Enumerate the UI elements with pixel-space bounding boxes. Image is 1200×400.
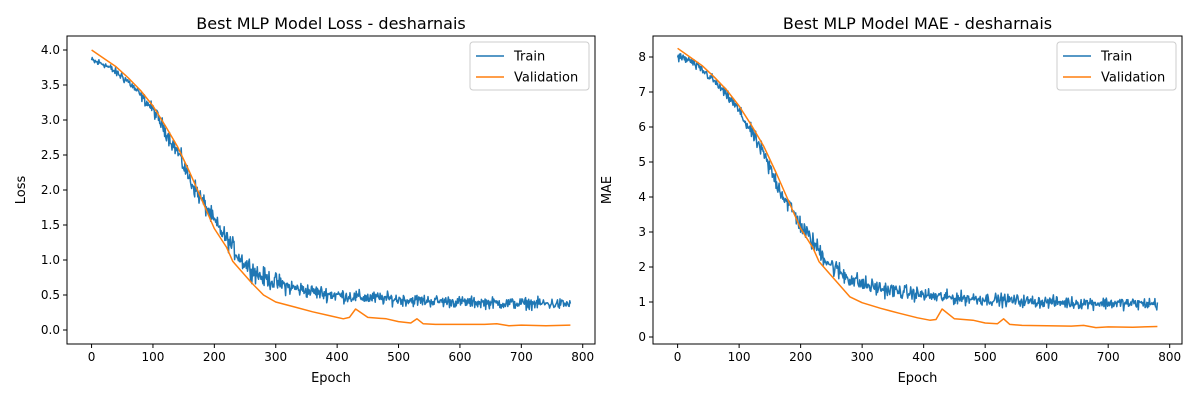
- x-tick-label: 300: [851, 350, 874, 364]
- y-axis-label: MAE: [600, 176, 615, 204]
- y-tick-label: 2.5: [41, 148, 60, 162]
- axes-frame: [652, 35, 1183, 345]
- plot-area: [90, 49, 572, 327]
- series-line-train: [90, 56, 572, 312]
- x-tick-label: 100: [728, 350, 751, 364]
- x-tick-label: 200: [789, 350, 812, 364]
- plot-area: [676, 47, 1159, 329]
- y-tick-label: 0.5: [41, 288, 60, 302]
- x-tick-label: 800: [571, 350, 594, 364]
- x-tick-label: 0: [674, 350, 682, 364]
- x-tick-label: 700: [510, 350, 533, 364]
- loss-chart-panel: Best MLP Model Loss - desharnais 0 100 200 3…: [14, 14, 596, 386]
- legend-label-train: Train: [513, 50, 545, 65]
- y-tick-label: 3.5: [41, 78, 60, 92]
- legend-box: [1056, 41, 1177, 91]
- x-tick-label: 400: [912, 350, 935, 364]
- x-axis-label: Epoch: [311, 371, 351, 386]
- legend-label-validation: Validation: [514, 71, 578, 86]
- y-tick-label: 2.0: [41, 183, 60, 197]
- legend-label-validation: Validation: [1101, 71, 1165, 86]
- y-tick-label: 3: [638, 225, 646, 239]
- y-tick-label: 7: [638, 85, 646, 99]
- x-axis-label: Epoch: [898, 371, 938, 386]
- y-tick-label: 3.0: [41, 113, 60, 127]
- x-tick-label: 200: [203, 350, 226, 364]
- legend-label-train: Train: [1100, 50, 1132, 65]
- y-tick-label: 0: [638, 330, 646, 344]
- x-tick-label: 600: [448, 350, 471, 364]
- y-axis-label: Loss: [14, 176, 29, 205]
- x-tick-label: 600: [1035, 350, 1058, 364]
- series-line-validation: [91, 49, 571, 327]
- x-tick-label: 100: [142, 350, 165, 364]
- y-tick-label: 0.0: [41, 323, 60, 337]
- y-tick-label: 1.5: [41, 218, 60, 232]
- legend-box: [469, 41, 590, 91]
- y-tick-label: 8: [638, 50, 646, 64]
- y-tick-label: 1.0: [41, 253, 60, 267]
- y-tick-label: 2: [638, 260, 646, 274]
- legend: Train Validation: [1056, 41, 1177, 91]
- series-line-train: [676, 53, 1159, 312]
- y-tick-label: 5: [638, 155, 646, 169]
- y-tick-label: 1: [638, 295, 646, 309]
- y-tick-label: 4: [638, 190, 646, 204]
- chart-title: Best MLP Model MAE - desharnais: [783, 14, 1052, 33]
- chart-title: Best MLP Model Loss - desharnais: [196, 14, 465, 33]
- x-tick-label: 700: [1097, 350, 1120, 364]
- y-tick-label: 6: [638, 120, 646, 134]
- x-tick-label: 800: [1158, 350, 1181, 364]
- x-tick-label: 500: [974, 350, 997, 364]
- x-tick-label: 300: [264, 350, 287, 364]
- series-line-validation: [677, 47, 1158, 329]
- x-tick-label: 400: [326, 350, 349, 364]
- x-tick-label: 0: [88, 350, 96, 364]
- x-tick-label: 500: [387, 350, 410, 364]
- legend: Train Validation: [469, 41, 590, 91]
- y-tick-label: 4.0: [41, 43, 60, 57]
